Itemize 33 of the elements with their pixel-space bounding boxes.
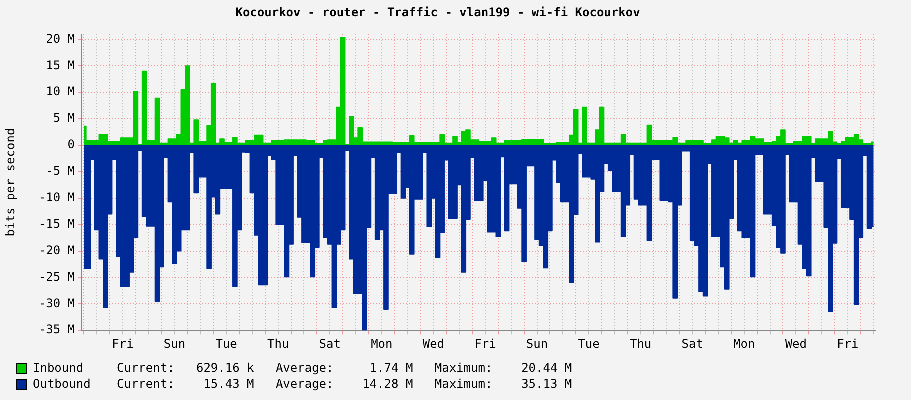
- x-tick-label: Wed: [422, 336, 445, 351]
- x-tick-label: Thu: [268, 336, 290, 351]
- text: Current: 629.16 k Average: 1.74 M Maximum: 20.44 M: [117, 361, 572, 375]
- legend-label: Outbound: [33, 377, 92, 391]
- y-tick-label: -30 M: [38, 296, 75, 310]
- y-tick-label: 0: [68, 138, 75, 152]
- chart-title: Kocourkov - router - Traffic - vlan199 - wi-fi Kocourkov: [236, 5, 640, 20]
- x-tick-label: Fri: [837, 336, 859, 351]
- x-tick-label: Tue: [578, 336, 600, 351]
- y-axis-title: bits per second: [3, 128, 18, 237]
- y-tick-label: -5 M: [46, 164, 75, 178]
- y-tick-label: -10 M: [38, 190, 75, 204]
- x-tick-label: Thu: [630, 336, 652, 351]
- x-tick-label: Sat: [682, 336, 704, 351]
- legend-label: Inbound: [33, 361, 85, 375]
- x-tick-label: Tue: [216, 336, 238, 351]
- x-tick-label: Mon: [371, 336, 393, 351]
- y-tick-label: 10 M: [46, 84, 75, 99]
- x-tick-label: Fri: [474, 336, 496, 351]
- x-tick-label: Mon: [734, 336, 756, 351]
- y-tick-label: 20 M: [46, 32, 75, 46]
- x-tick-label: Sat: [319, 336, 341, 351]
- y-tick-label: 5 M: [53, 111, 75, 126]
- x-tick-label: Fri: [112, 336, 134, 351]
- text: Current: 15.43 M Average: 14.28 M Maximum: 35.13 M: [117, 377, 572, 391]
- y-tick-label: -15 M: [38, 216, 75, 231]
- x-tick-label: Sun: [526, 336, 548, 351]
- y-tick-label: -35 M: [38, 322, 75, 337]
- y-tick-label: -20 M: [38, 243, 75, 258]
- y-tick-label: -25 M: [38, 270, 75, 284]
- x-tick-label: Sun: [164, 336, 186, 351]
- y-tick-label: 15 M: [46, 58, 75, 72]
- x-tick-label: Wed: [785, 336, 808, 351]
